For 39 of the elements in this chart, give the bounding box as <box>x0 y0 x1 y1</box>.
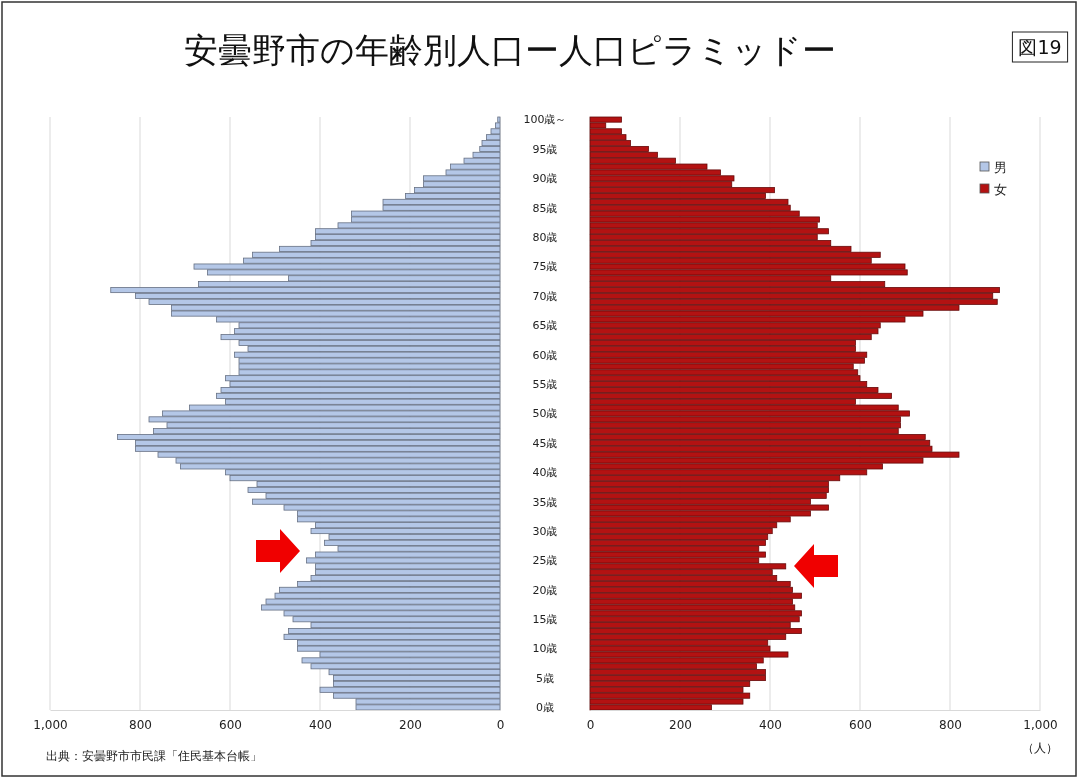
y-tick-label: 20歳 <box>532 583 558 597</box>
y-tick-label: 40歳 <box>532 466 558 480</box>
y-tick-label: 50歳 <box>532 407 558 421</box>
x-tick-label: 0 <box>586 717 595 732</box>
caption: 図19 <box>1018 36 1062 58</box>
y-tick-label: 45歳 <box>532 436 558 450</box>
y-tick-label: 60歳 <box>532 348 558 362</box>
x-tick-label: 200 <box>399 717 422 732</box>
x-tick-label: 200 <box>669 717 692 732</box>
x-tick-label: 600 <box>849 717 872 732</box>
y-tick-label: 95歳 <box>532 142 558 156</box>
x-tick-label: 0 <box>496 717 505 732</box>
y-tick-label: 55歳 <box>532 377 558 391</box>
x-tick-label: 800 <box>129 717 152 732</box>
y-tick-label: 10歳 <box>532 642 558 656</box>
y-tick-label: 90歳 <box>532 172 558 186</box>
y-tick-label: 80歳 <box>532 231 558 244</box>
x-tick-label: 400 <box>759 717 782 732</box>
y-tick-label: 25歳 <box>532 554 558 568</box>
x-tick-label: 600 <box>219 717 242 732</box>
y-tick-label: 35歳 <box>532 495 558 509</box>
legend-label: 男 <box>994 159 1007 175</box>
y-tick-label: 70歳 <box>532 289 558 303</box>
x-axis-title: （人） <box>1022 741 1058 755</box>
y-tick-label: 65歳 <box>532 319 558 333</box>
y-tick-label: 15歳 <box>532 613 558 627</box>
x-tick-label: 1,000 <box>1023 717 1058 732</box>
chart-title: 安曇野市の年齢別人口ー人口ピラミッドー <box>184 30 836 70</box>
x-tick-label: 800 <box>939 717 962 732</box>
y-tick-label: 0歳 <box>536 701 554 715</box>
legend-label: 女 <box>994 181 1007 197</box>
y-tick-label: 30歳 <box>532 524 558 538</box>
y-tick-label: 75歳 <box>532 260 558 274</box>
y-tick-label: 5歳 <box>536 671 554 685</box>
x-tick-label: 400 <box>309 717 332 732</box>
source-note: 出典：安曇野市市民課「住民基本台帳」 <box>46 749 262 763</box>
y-tick-label: 100歳～ <box>523 113 567 127</box>
x-tick-label: 1,000 <box>33 717 68 732</box>
y-tick-label: 85歳 <box>532 201 558 215</box>
